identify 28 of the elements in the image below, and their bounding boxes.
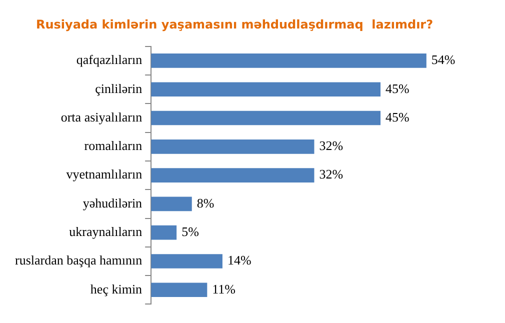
data-label: 8% [196, 195, 214, 210]
y-tick-label: romalıların [84, 138, 143, 154]
bar [151, 196, 192, 212]
data-label: 45% [386, 109, 410, 124]
y-tick-label: yəhudilərin [82, 195, 143, 210]
data-label: 45% [386, 80, 410, 96]
data-label: 32% [319, 138, 344, 154]
bar [151, 168, 314, 182]
y-tick-label: ukraynalıların [69, 224, 143, 240]
data-label: 32% [319, 166, 344, 182]
data-label: 5% [182, 224, 200, 240]
y-tick-label: orta asiyalıların [60, 109, 143, 124]
bar [151, 254, 222, 268]
bar [151, 139, 314, 154]
y-tick-label: heç kimin [90, 281, 143, 296]
data-label: 54% [431, 52, 456, 68]
bar [151, 225, 177, 240]
data-label: 11% [212, 281, 236, 296]
bar [151, 282, 208, 298]
y-tick-label: ruslardan başqa hamının [14, 252, 143, 268]
data-label: 14% [227, 252, 252, 268]
bar [151, 54, 426, 68]
y-tick-label: çinlilərin [95, 80, 143, 96]
bar [151, 110, 381, 126]
chart-title: Rusiyada kimlərin yaşamasını məhdudlaşdırmaq lazımdır? [36, 17, 434, 32]
bar [151, 82, 381, 97]
y-tick-label: vyetnamlıların [66, 166, 143, 182]
y-tick-label: qafqazlıların [76, 52, 143, 68]
